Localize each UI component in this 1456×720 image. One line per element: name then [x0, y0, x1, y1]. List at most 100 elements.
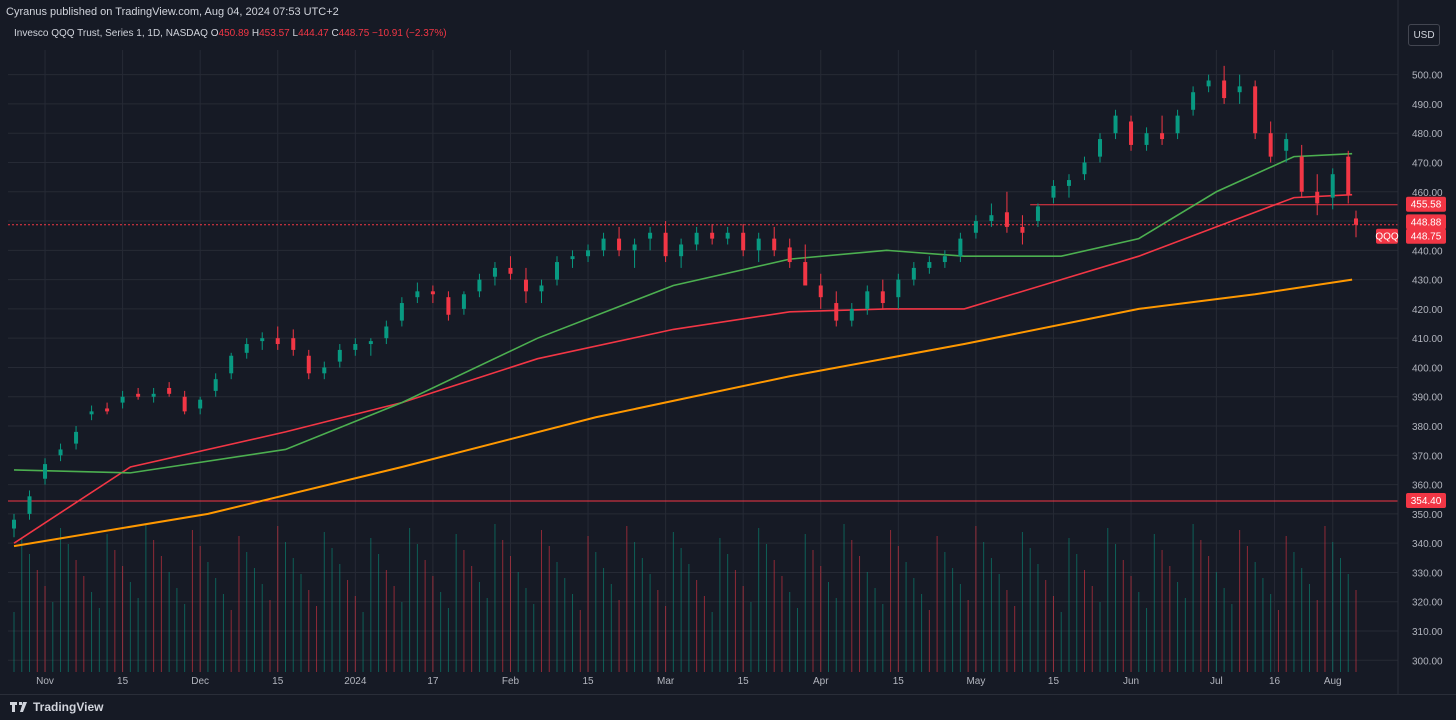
candle-body	[244, 344, 249, 353]
price-tick-label: 460.00	[1412, 188, 1443, 199]
candle-body	[1222, 80, 1227, 99]
price-axis[interactable]: 300.00 310.00 320.00 330.00 340.00 350.00 360.…	[1397, 0, 1456, 694]
low-value: 444.47	[298, 28, 329, 39]
price-labels: 455.58 448.88 QQQ 448.75 354.40	[1375, 196, 1446, 508]
time-tick-label: Jul	[1210, 676, 1223, 687]
time-tick-label: 15	[1048, 676, 1060, 687]
candle-body	[1284, 139, 1289, 151]
candle-body	[1191, 92, 1196, 110]
candle-body	[182, 396, 187, 412]
time-tick-label: Mar	[657, 676, 675, 687]
price-tick-label: 430.00	[1412, 276, 1443, 287]
time-tick-label: Feb	[502, 676, 520, 687]
currency-button[interactable]: USD	[1408, 24, 1440, 46]
candle-body	[105, 408, 110, 412]
candle-body	[601, 238, 606, 251]
price-axis-bg	[1398, 0, 1456, 694]
candle-body	[337, 349, 342, 362]
price-label-box	[1406, 214, 1446, 230]
candle-body	[384, 326, 389, 339]
time-tick-label: 15	[117, 676, 129, 687]
price-tick-label: 420.00	[1412, 305, 1443, 316]
grid-lines	[8, 50, 1398, 672]
candle-body	[803, 262, 808, 286]
candle-body	[787, 247, 792, 263]
candle-body	[198, 399, 203, 409]
candle-body	[1129, 121, 1134, 145]
candle-body	[1268, 133, 1273, 157]
price-label-box	[1406, 196, 1446, 212]
candle-body	[756, 238, 761, 251]
price-tick-label: 440.00	[1412, 246, 1443, 257]
symbol-tag-label: QQQ	[1375, 232, 1399, 243]
candle-body	[43, 464, 48, 479]
price-label-text: 448.75	[1411, 232, 1442, 243]
candle-body	[136, 393, 141, 397]
candle-body	[492, 267, 497, 277]
price-label-box	[1406, 492, 1446, 508]
candle-body	[446, 297, 451, 315]
candle-body	[942, 256, 947, 263]
candle-body	[911, 267, 916, 280]
footer-bar: TradingView	[0, 694, 1456, 720]
candle-body	[1206, 80, 1211, 87]
price-tick-label: 370.00	[1412, 451, 1443, 462]
time-tick-label: Nov	[36, 676, 54, 687]
price-tick-label: 490.00	[1412, 100, 1443, 111]
candle-body	[508, 267, 513, 274]
candle-body	[58, 449, 63, 456]
candle-body	[74, 431, 79, 444]
candle-body	[927, 262, 932, 268]
candle-body	[477, 279, 482, 292]
price-tick-label: 310.00	[1412, 627, 1443, 638]
candle-body	[617, 238, 622, 251]
candle-body	[229, 355, 234, 374]
time-tick-label: 15	[738, 676, 750, 687]
price-label-text: 455.58	[1411, 200, 1442, 211]
high-label: H	[251, 28, 260, 39]
candle-body	[834, 303, 839, 321]
candle-body	[322, 367, 327, 374]
candle-body	[741, 232, 746, 251]
price-tick-label: 470.00	[1412, 158, 1443, 169]
candle-body	[818, 285, 823, 298]
price-tick-label: 410.00	[1412, 334, 1443, 345]
ma-fast-line	[13, 152, 1353, 474]
time-tick-label: Apr	[813, 676, 829, 687]
candle-body	[167, 387, 172, 394]
brand-name: TradingView	[33, 700, 104, 714]
horizontal-levels	[8, 204, 1398, 502]
time-tick-label: Jun	[1123, 676, 1139, 687]
candle-body	[880, 291, 885, 304]
candle-body	[1082, 162, 1087, 175]
tradingview-logo[interactable]: TradingView	[10, 700, 103, 714]
candle-body	[849, 308, 854, 321]
candle-body	[523, 279, 528, 292]
candle-body	[430, 291, 435, 295]
candle-body	[663, 232, 668, 257]
candle-body	[772, 238, 777, 251]
close-value: 448.75	[338, 28, 370, 39]
candle-body	[1051, 185, 1056, 198]
tradingview-logo-icon	[10, 702, 27, 712]
candle-body	[989, 215, 994, 222]
candle-body	[1160, 133, 1165, 140]
close-label: C	[331, 28, 339, 39]
low-label: L	[292, 28, 299, 39]
candle-body	[973, 221, 978, 233]
time-tick-label: Dec	[191, 676, 209, 687]
candle-body	[415, 291, 420, 298]
time-axis[interactable]: Nov 15 Dec 15 2024 17 Feb 15 Mar 15 Apr 15 May 15 Jun J…	[36, 676, 1341, 687]
candle-body	[1035, 206, 1040, 222]
price-tick-label: 380.00	[1412, 422, 1443, 433]
candle-body	[213, 379, 218, 391]
candles	[12, 65, 1358, 538]
candle-body	[291, 338, 296, 350]
price-label-text: 354.40	[1411, 496, 1442, 507]
price-tick-label: 500.00	[1412, 71, 1443, 82]
candle-body	[1253, 86, 1258, 134]
time-tick-label: 17	[427, 676, 439, 687]
open-value: 450.89	[218, 28, 250, 39]
price-tick-label: 330.00	[1412, 568, 1443, 579]
